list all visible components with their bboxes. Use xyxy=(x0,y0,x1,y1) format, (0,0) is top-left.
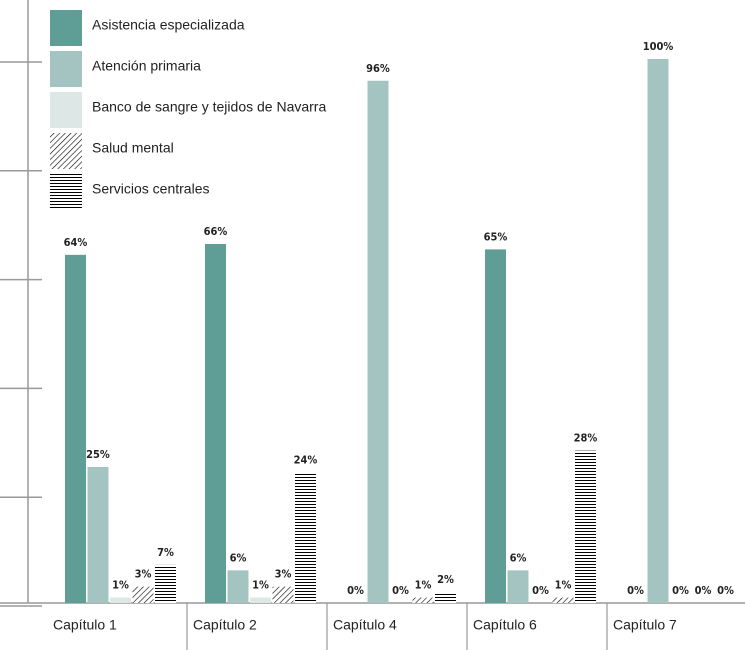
bar xyxy=(412,597,434,603)
bar xyxy=(367,80,389,603)
bar xyxy=(552,597,574,603)
bar xyxy=(132,586,154,603)
legend-swatch xyxy=(50,10,82,46)
bar xyxy=(575,450,596,603)
value-label: 0% xyxy=(672,584,689,597)
value-label: 24% xyxy=(294,453,318,466)
value-label: 6% xyxy=(230,551,247,564)
value-label: 0% xyxy=(532,584,549,597)
bar xyxy=(647,59,669,603)
value-label: 0% xyxy=(695,584,712,597)
value-label: 28% xyxy=(574,432,598,445)
value-label: 0% xyxy=(347,584,364,597)
value-label: 7% xyxy=(157,546,174,559)
value-label: 0% xyxy=(717,584,734,597)
legend-swatch xyxy=(50,92,82,128)
bar xyxy=(87,467,109,603)
legend-label: Banco de sangre y tejidos de Navarra xyxy=(92,99,326,115)
legend-label: Atención primaria xyxy=(92,58,201,74)
x-tick-label: Capítulo 7 xyxy=(613,617,677,633)
value-label: 6% xyxy=(510,551,527,564)
value-label: 0% xyxy=(392,584,409,597)
bar xyxy=(485,249,506,603)
legend-swatch xyxy=(50,174,82,210)
value-label: 2% xyxy=(437,573,454,586)
legend-label: Salud mental xyxy=(92,140,174,156)
bar xyxy=(295,472,316,603)
bar xyxy=(272,586,294,603)
value-label: 100% xyxy=(643,40,674,53)
x-tick-label: Capítulo 6 xyxy=(473,617,537,633)
x-tick-label: Capítulo 2 xyxy=(193,617,257,633)
value-label: 0% xyxy=(627,584,644,597)
legend-label: Asistencia especializada xyxy=(92,17,245,33)
value-label: 3% xyxy=(135,568,152,581)
legend-swatch xyxy=(50,133,82,169)
value-label: 1% xyxy=(252,579,269,592)
value-label: 1% xyxy=(112,579,129,592)
value-label: 66% xyxy=(204,225,228,238)
bar xyxy=(110,597,131,603)
bar xyxy=(435,592,456,603)
bar xyxy=(65,254,86,603)
bar xyxy=(205,243,226,603)
legend-swatch xyxy=(50,51,82,87)
bar xyxy=(507,570,529,603)
bar xyxy=(227,570,249,603)
value-label: 3% xyxy=(275,568,292,581)
bar xyxy=(155,564,176,603)
value-label: 25% xyxy=(86,448,110,461)
value-label: 1% xyxy=(555,579,572,592)
x-tick-label: Capítulo 1 xyxy=(53,617,117,633)
value-label: 65% xyxy=(484,230,508,243)
legend-label: Servicios centrales xyxy=(92,181,210,197)
bar xyxy=(250,597,271,603)
x-tick-label: Capítulo 4 xyxy=(333,617,397,633)
value-label: 1% xyxy=(415,579,432,592)
value-label: 64% xyxy=(64,236,88,249)
value-label: 96% xyxy=(366,62,390,75)
